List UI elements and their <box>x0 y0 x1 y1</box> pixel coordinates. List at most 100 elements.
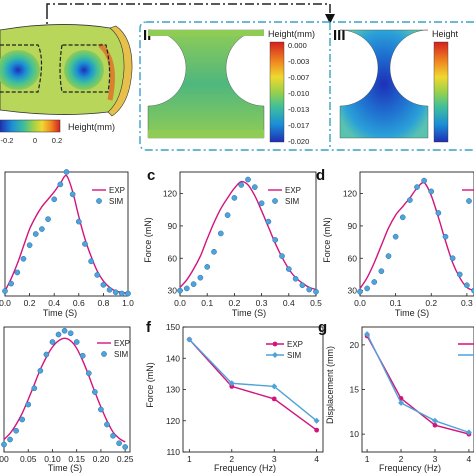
legend: EXP SIM <box>92 186 125 206</box>
legend-label: EXP <box>285 186 301 195</box>
data-point <box>211 248 217 255</box>
data-point <box>392 233 399 240</box>
x-tick-label: 0.5 <box>310 298 322 308</box>
colorbar-tick: -0.010 <box>288 89 309 98</box>
y-tick-label: 130 <box>166 385 180 395</box>
data-point <box>456 271 463 278</box>
data-point <box>378 268 385 275</box>
panel-letter: g <box>318 319 327 336</box>
x-tick-label: 0.2 <box>425 298 437 308</box>
data-point <box>414 184 420 190</box>
legend <box>458 343 474 356</box>
x-tick-label: 0.3 <box>256 298 268 308</box>
data-point <box>398 399 405 406</box>
series-line <box>366 333 470 434</box>
x-tick-label: 4 <box>467 454 472 464</box>
x-tick-label: 1 <box>365 454 370 464</box>
data-point <box>73 339 80 345</box>
series-line <box>188 339 318 431</box>
data-point <box>116 440 122 447</box>
colorbar-tick: 0.000 <box>288 41 307 50</box>
panel-III-sheet: III Height <box>333 27 459 143</box>
x-tick-label: 0.15 <box>68 454 85 464</box>
data-point <box>428 188 435 195</box>
series-line <box>3 337 126 443</box>
plot-frame <box>359 171 474 297</box>
data-point <box>364 331 371 338</box>
chart-panel-e: Time (S) 00 0.05 0.10 0.15 0.20 0.25 EXP SIM <box>0 326 134 473</box>
y-tick-label: 150 <box>166 322 180 332</box>
data-point <box>31 385 38 392</box>
data-point <box>229 383 235 389</box>
data-point <box>49 339 56 345</box>
x-tick-label: 1.0 <box>122 298 134 308</box>
data-point <box>119 290 125 297</box>
data-point <box>299 282 306 289</box>
data-point <box>112 289 119 296</box>
data-point <box>385 253 392 259</box>
data-point <box>421 177 427 184</box>
data-point <box>106 286 113 293</box>
x-axis-label: Frequency (Hz) <box>379 463 441 473</box>
x-tick-label: 0.20 <box>93 454 110 464</box>
legend: EXP SIM <box>97 339 130 359</box>
data-point <box>25 401 32 408</box>
data-point <box>279 253 285 259</box>
colorbar-tick: 0.2 <box>52 136 62 145</box>
data-point <box>314 427 320 433</box>
x-axis-label: Time (S) <box>48 463 82 473</box>
y-tick-label: 120 <box>163 189 177 199</box>
data-point <box>183 285 190 292</box>
data-point <box>285 266 292 272</box>
legend-label: SIM <box>109 197 124 206</box>
legend-label: EXP <box>287 340 303 349</box>
data-point <box>271 383 278 390</box>
data-point <box>442 233 449 240</box>
x-axis-label: Time (S) <box>395 308 429 318</box>
x-tick-label: 2 <box>399 454 404 464</box>
data-point <box>19 416 26 423</box>
x-tick-label: 00 <box>0 454 9 464</box>
plot-frame <box>179 171 317 297</box>
data-point <box>98 406 104 413</box>
data-point <box>464 282 470 289</box>
data-point <box>45 216 51 222</box>
plot-frame <box>361 326 474 453</box>
data-point <box>79 352 86 359</box>
x-tick-label: 0.3 <box>461 298 473 308</box>
data-point <box>224 212 231 218</box>
data-point <box>306 286 313 293</box>
legend-label: SIM <box>114 350 129 359</box>
data-point <box>8 280 14 287</box>
data-point <box>190 281 197 287</box>
data-point <box>465 429 472 436</box>
x-tick-label: 0.0 <box>0 298 11 308</box>
data-point <box>100 281 107 288</box>
horizontal-colorbar: -0.2 0 0.2 Height(mm) <box>0 119 115 145</box>
data-point <box>20 255 27 262</box>
x-tick-label: 0.10 <box>44 454 61 464</box>
data-point <box>67 330 74 337</box>
panel-letter: f <box>146 319 152 336</box>
y-tick-label: 90 <box>348 221 358 231</box>
data-point <box>122 444 129 450</box>
data-point <box>2 288 8 294</box>
y-tick-label: 110 <box>166 447 180 457</box>
data-point <box>431 417 438 424</box>
y-tick-label: 10 <box>350 429 360 439</box>
data-point <box>217 230 224 237</box>
data-point <box>94 272 101 278</box>
x-tick-label: 0.2 <box>24 298 36 308</box>
panel-II-sheet: II Height(mm) 0.000 -0.003 -0.007 -0.010… <box>143 27 315 146</box>
panel-numeral: III <box>333 27 346 44</box>
data-point <box>177 287 183 294</box>
series-line <box>366 335 470 435</box>
y-tick-label: 15 <box>350 385 360 395</box>
colorbar-tick: -0.007 <box>288 73 309 82</box>
data-point <box>292 275 299 282</box>
data-point <box>75 218 82 225</box>
data-point <box>251 184 258 190</box>
y-tick-label: 60 <box>348 253 358 263</box>
data-point <box>110 432 116 439</box>
data-point <box>186 336 193 343</box>
